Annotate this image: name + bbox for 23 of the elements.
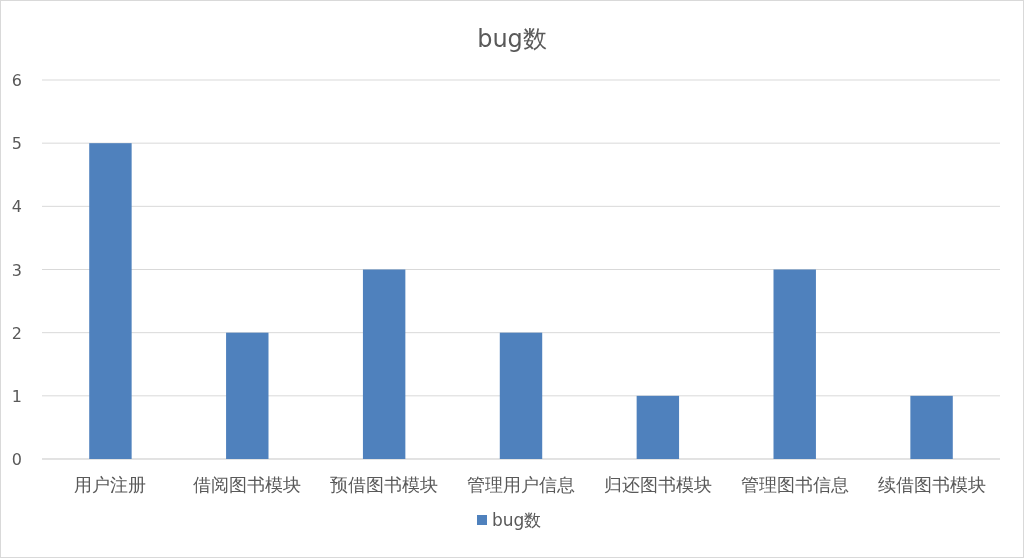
bar <box>636 395 680 459</box>
x-tick-label: 用户注册 <box>74 474 147 495</box>
bar <box>910 395 953 459</box>
y-tick-label: 6 <box>11 71 22 90</box>
x-tick-label: 管理图书信息 <box>740 474 849 495</box>
bar <box>773 269 816 459</box>
y-tick-label: 4 <box>11 197 22 217</box>
bar <box>499 332 543 459</box>
bar <box>362 269 406 459</box>
x-tick-label: 归还图书模块 <box>603 474 712 495</box>
x-tick-label: 管理用户信息 <box>467 474 575 495</box>
y-tick-label: 2 <box>11 323 22 343</box>
chart-title: bug数 <box>477 25 547 53</box>
y-tick-label: 3 <box>11 260 22 280</box>
x-tick-label: 借阅图书模块 <box>193 474 302 495</box>
x-tick-label: 预借图书模块 <box>330 474 439 495</box>
x-tick-label: 续借图书模块 <box>877 474 986 495</box>
legend-label: bug数 <box>492 510 542 530</box>
y-tick-label: 0 <box>11 450 22 469</box>
bar <box>226 332 269 459</box>
y-tick-label: 5 <box>11 134 22 154</box>
bar <box>89 143 132 459</box>
y-tick-label: 1 <box>11 386 22 406</box>
